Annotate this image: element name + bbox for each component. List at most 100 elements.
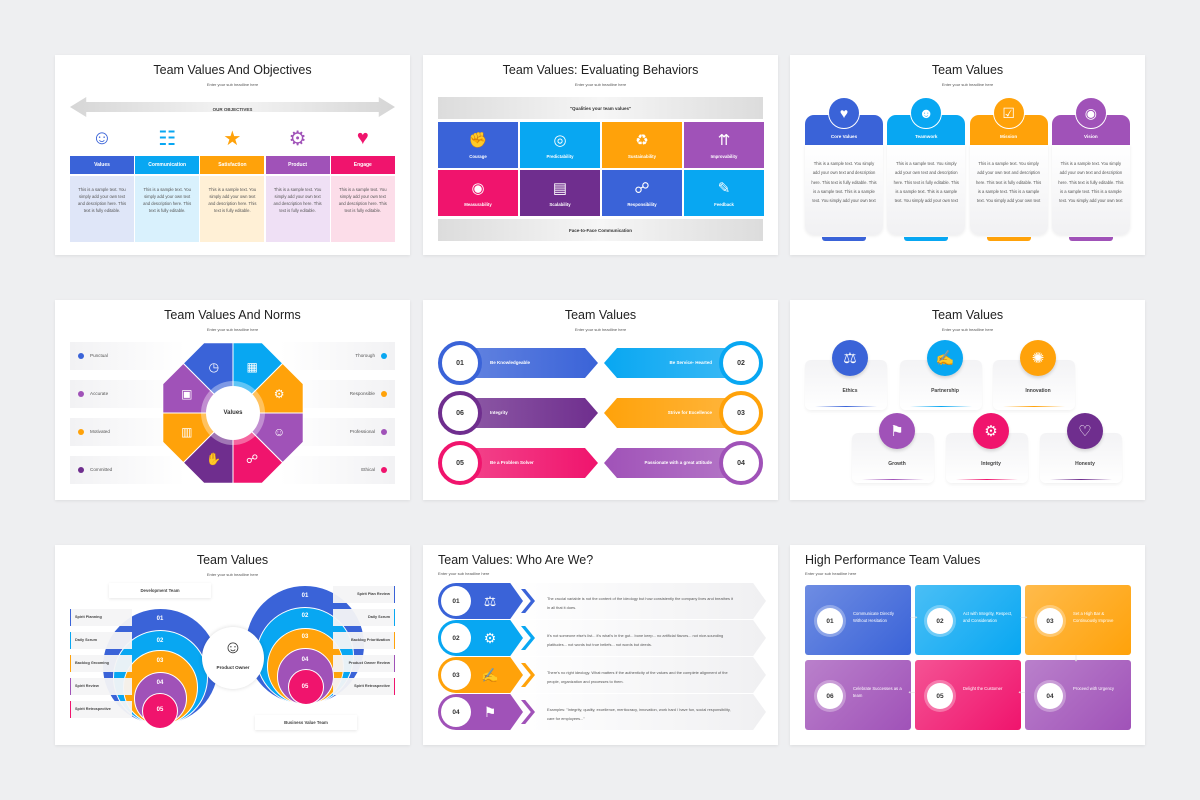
quality-tile[interactable]: ◉ Measurability: [438, 170, 518, 216]
right-step-label[interactable]: Backlog Prioritization: [333, 632, 395, 649]
norm-dot: [78, 467, 84, 473]
ring-number: 05: [156, 707, 164, 713]
quality-tile[interactable]: ◎ Predictability: [520, 122, 600, 168]
objective-header[interactable]: Satisfaction: [200, 156, 265, 174]
slide-high-performance[interactable]: High Performance Team Values Enter your s…: [790, 545, 1145, 745]
value-ribbon[interactable]: Strive for Excellence: [604, 398, 734, 428]
quality-tile[interactable]: ▤ Scalability: [520, 170, 600, 216]
quality-label: Courage: [469, 154, 487, 159]
norm-label: Accurate: [90, 391, 109, 396]
quality-tile[interactable]: ☍ Responsibility: [602, 170, 682, 216]
slide-team-values-and-objectives[interactable]: Team Values And Objectives Enter your sub…: [55, 55, 410, 255]
card-body: This is a sample text. You simply add yo…: [805, 145, 883, 235]
step-text: Backlog Prioritization: [350, 638, 390, 642]
norm-row[interactable]: Thorough: [280, 342, 395, 370]
norm-row[interactable]: Committed: [70, 456, 185, 484]
quality-tile[interactable]: ✊ Courage: [438, 122, 518, 168]
number-circle: 01: [438, 341, 482, 385]
left-step-label[interactable]: Daily Scrum: [70, 632, 132, 649]
ring-number: 02: [301, 613, 309, 619]
slide-subtitle: Enter your sub headline here: [805, 571, 857, 576]
right-step-label[interactable]: Spirit Plan Review: [333, 586, 395, 603]
norm-row[interactable]: Ethical: [280, 456, 395, 484]
value-step-box[interactable]: 06 Celebrate Successes as a team: [805, 660, 911, 730]
box-lightbulb-gear-icon: ⚙: [288, 127, 307, 150]
ring-number: 02: [156, 638, 164, 644]
step-text: Daily Scrum: [75, 638, 97, 642]
objective-header[interactable]: Values: [70, 156, 134, 174]
value-step-box[interactable]: 05 Delight the Customer: [915, 660, 1021, 730]
value-ribbon[interactable]: Be a Problem Solver: [468, 448, 598, 478]
left-step-label[interactable]: Spirit Planning: [70, 609, 132, 626]
card-underline: [910, 406, 972, 407]
slide-who-are-we[interactable]: Team Values: Who Are We? Enter your sub h…: [423, 545, 778, 745]
card-text: This is a sample text. You simply add yo…: [893, 161, 959, 204]
right-step-label[interactable]: Spirit Retrospective: [333, 678, 395, 695]
objective-card: This is a sample text. You simply add yo…: [200, 176, 265, 242]
quality-tile[interactable]: ✎ Feedback: [684, 170, 764, 216]
slide-title: Team Values And Objectives: [153, 63, 312, 77]
right-step-label[interactable]: Daily Scrum: [333, 609, 395, 626]
norm-dot: [78, 353, 84, 359]
right-step-label[interactable]: Product Owner Review: [333, 655, 395, 672]
objective-header[interactable]: Communication: [135, 156, 200, 174]
value-label: Partnership: [931, 388, 959, 394]
contract-icon: ✍: [481, 666, 499, 683]
card-title: Vision: [1084, 134, 1098, 139]
value-ribbon[interactable]: Be Knowledgeable: [468, 348, 598, 378]
value-step-box[interactable]: 03 Set a High Bar & Continuously Improve: [1025, 585, 1131, 655]
slide-subtitle: Enter your sub headline here: [574, 82, 627, 87]
row-text: The crucial variable is not the content …: [547, 596, 733, 610]
norm-row[interactable]: Punctual: [70, 342, 185, 370]
norm-label: Thorough: [355, 353, 375, 358]
quality-label: Improvability: [710, 154, 738, 159]
value-ribbon[interactable]: Integrity: [468, 398, 598, 428]
value-step-box[interactable]: 01 Communicate Directly Without Hesitatio…: [805, 585, 911, 655]
slide-team-values-ribbons[interactable]: Team Values Enter your sub headline here B…: [423, 300, 778, 500]
handshake-icon: ✋: [206, 452, 222, 467]
value-label: Honesty: [1075, 461, 1095, 467]
value-step-box[interactable]: 02 Act with Integrity, Respect, and Consi…: [915, 585, 1021, 655]
network-people-icon: ☍: [634, 180, 650, 197]
row-outline: [508, 583, 766, 619]
value-icon-circle: ✺: [1020, 340, 1056, 376]
step-text: Act with Integrity, Respect, and Conside…: [963, 611, 1013, 623]
quote-bar: "Qualities your team values": [438, 97, 763, 119]
card-text: This is a sample text. You simply add yo…: [1058, 161, 1124, 204]
slide-team-values-scrum[interactable]: Team Values Enter your sub headline here 0…: [55, 545, 410, 745]
slide-team-values-cards[interactable]: Team Values Enter your sub headline here ♥…: [790, 55, 1145, 255]
quality-tile[interactable]: ♻ Sustainability: [602, 122, 682, 168]
ring-number: 04: [301, 657, 309, 663]
ribbon-label: Passionate with a great attitude: [644, 460, 712, 465]
quality-label: Responsibility: [627, 202, 657, 207]
step-text: Set a High Bar & Continuously Improve: [1073, 611, 1114, 623]
value-icon-circle: ♡: [1067, 413, 1103, 449]
presentation-icon: ▣: [181, 386, 193, 401]
value-step-box[interactable]: 04 Proceed with Urgency: [1025, 660, 1131, 730]
objective-header[interactable]: Engage: [330, 156, 395, 174]
slide-evaluating-behaviors[interactable]: Team Values: Evaluating Behaviors Enter y…: [423, 55, 778, 255]
ribbon-label: Be Knowledgeable: [490, 360, 531, 365]
row-text: Examples: "Integrity, quality, excellenc…: [547, 707, 731, 721]
card-underline: [1003, 406, 1065, 407]
left-step-label[interactable]: Spirit Retrospective: [70, 701, 132, 718]
slide-team-values-circles[interactable]: Team Values Enter your sub headline here ⚖…: [790, 300, 1145, 500]
card-underline: [862, 479, 924, 480]
row-outline: [508, 657, 766, 693]
clock-hand-icon: ◷: [208, 359, 220, 374]
value-ribbon[interactable]: Passionate with a great attitude: [604, 448, 734, 478]
objective-card: This is a sample text. You simply add yo…: [70, 176, 134, 242]
ribbon-label: Be Service- Hearted: [669, 360, 712, 365]
norm-label: Punctual: [90, 353, 108, 358]
quality-label: Sustainability: [628, 154, 656, 159]
value-ribbon[interactable]: Be Service- Hearted: [604, 348, 734, 378]
left-step-label[interactable]: Spirit Review: [70, 678, 132, 695]
objective-header[interactable]: Product: [265, 156, 330, 174]
quality-tile[interactable]: ⇈ Improvability: [684, 122, 764, 168]
ribbon-label: Be a Problem Solver: [490, 460, 534, 465]
step-text: Spirit Retrospective: [354, 684, 390, 688]
checklist-target-icon: ☑: [1002, 104, 1015, 121]
slide-values-and-norms[interactable]: Team Values And Norms Enter your sub head…: [55, 300, 410, 500]
left-step-label[interactable]: Backlog Grooming: [70, 655, 132, 672]
values-center: Values: [206, 386, 260, 440]
